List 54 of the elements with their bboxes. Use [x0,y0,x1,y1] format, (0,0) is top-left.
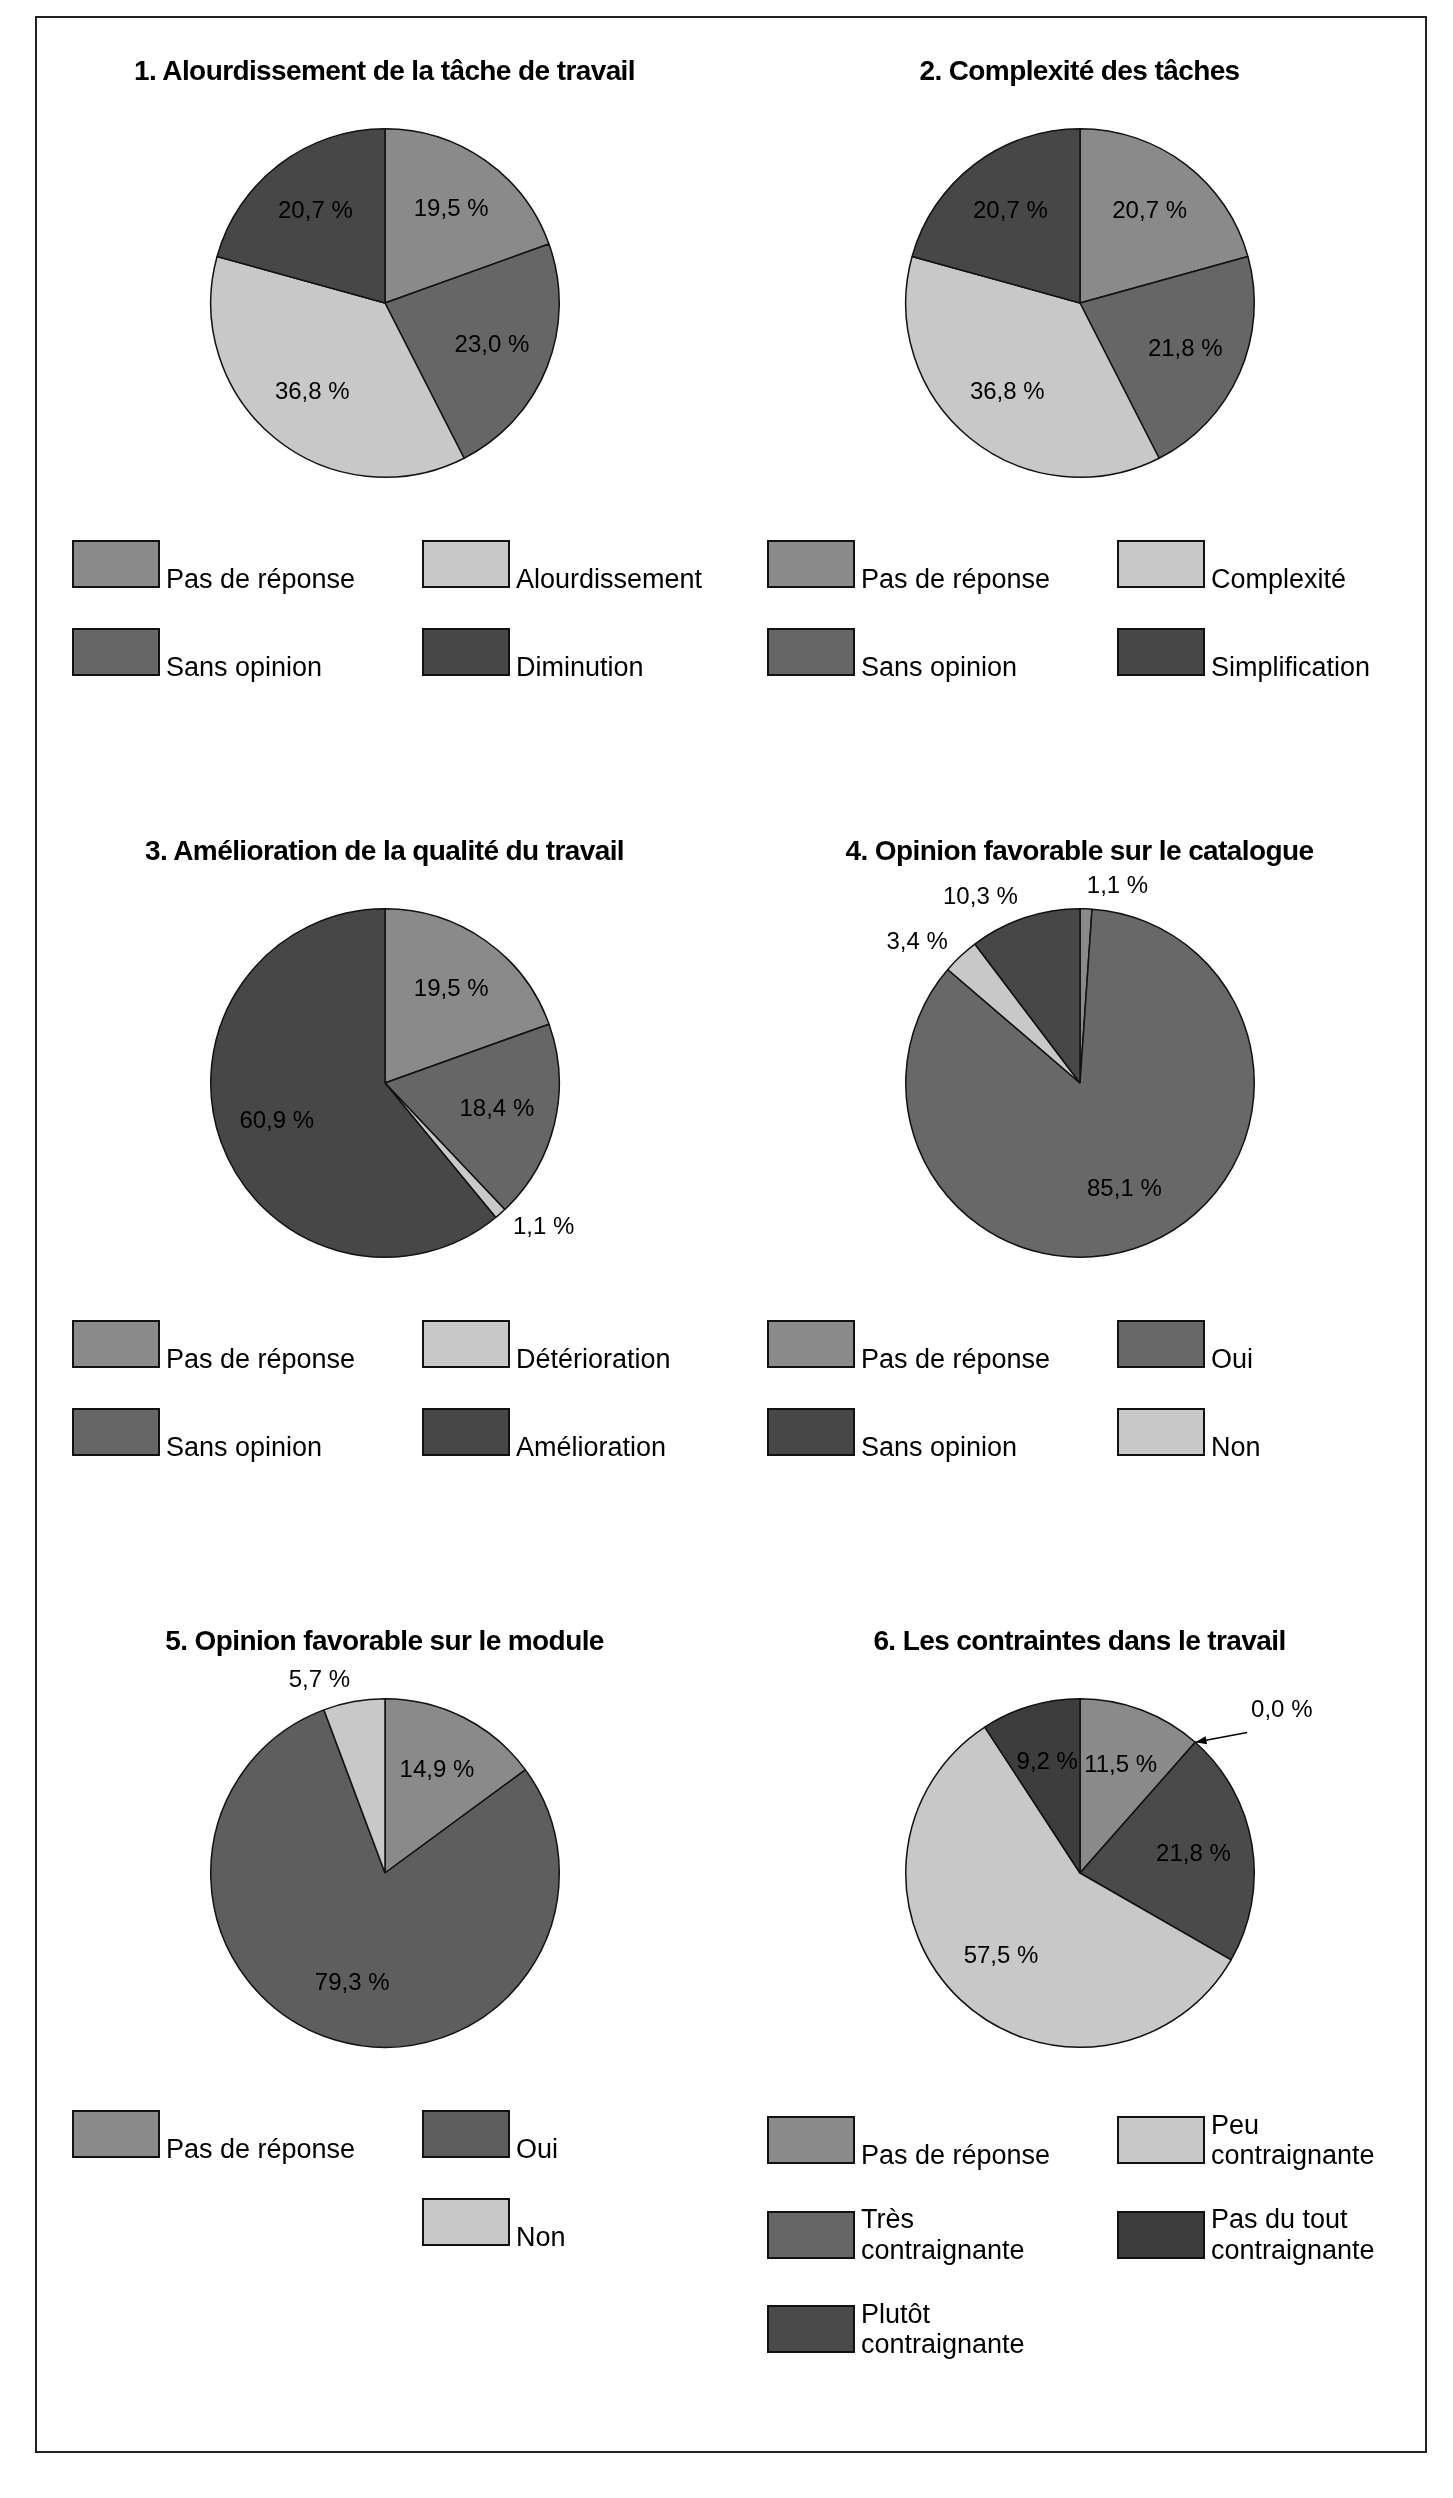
text: 0,0 % [1250,1695,1312,1723]
legend-label: Pas de réponse [166,1343,356,1374]
data-label: 79,3 % [314,1967,390,1995]
legend-label: Pas de réponse [861,563,1051,594]
legend-label: Alourdissement [516,563,703,594]
legend-label: Pas de réponse [861,1343,1051,1374]
legend-label: Sans opinion [861,1431,1018,1462]
legend-label: Simplification [1211,651,1371,682]
data-label: 14,9 % [399,1755,474,1783]
chart-title: 2. Complexité des tâches [919,54,1240,88]
legend-label: Pas de réponse [861,2140,1051,2171]
data-label: 60,9 % [238,1106,314,1134]
legend-label: Sans opinion [166,651,323,682]
legend-label: Pas de réponse [166,2133,356,2164]
chart-title: 1. Alourdissement de la tâche de travail [134,54,635,88]
legend-label: Pas du tout contraignante [1211,2204,1376,2265]
data-label: 21,8 % [1147,333,1223,361]
legend-label: Pas de réponse [166,563,356,594]
legend-label: Diminution [516,651,644,682]
data-label: 1,1 % [1086,871,1148,899]
data-label: 20,7 % [1111,196,1187,224]
legend-label: Sans opinion [861,651,1018,682]
chart-title: 5. Opinion favorable sur le module [165,1624,604,1658]
data-label: 36,8 % [969,376,1045,404]
data-label: 20,7 % [972,196,1048,224]
data-label: 1,1 % [512,1212,574,1240]
chart-title: 6. Les contraintes dans le travail [873,1624,1286,1658]
legend-label: Très contraignante [861,2204,1026,2265]
data-label: 19,5 % [413,193,488,221]
data-label: 36,8 % [274,376,350,404]
legend-label: Amélioration [516,1431,667,1462]
data-label: 23,0 % [454,329,529,357]
legend-label: Oui [516,2133,559,2164]
data-label: 20,7 % [277,196,353,224]
data-label: 21,8 % [1155,1838,1231,1866]
data-label: 9,2 % [1016,1747,1078,1775]
chart-title: 4. Opinion favorable sur le catalogue [845,834,1314,868]
data-label: 57,5 % [963,1941,1038,1969]
data-label: 5,7 % [288,1664,350,1692]
chart-title: 3. Amélioration de la qualité du travail [144,834,625,868]
legend-label: Non [1211,1431,1261,1462]
data-label: 18,4 % [459,1094,534,1122]
data-label: 85,1 % [1086,1173,1162,1201]
data-label: 19,5 % [413,973,489,1001]
legend-label: Peu contraignante [1211,2110,1376,2171]
data-label: 10,3 % [942,882,1018,910]
legend-label: Détérioration [516,1343,671,1374]
legend-label: Non [516,2221,566,2252]
data-label: 3,4 % [885,927,948,955]
legend-label: Plutôt contraignante [861,2298,1026,2360]
legend-label: Oui [1211,1343,1254,1374]
legend-label: Complexité [1211,563,1347,594]
legend-label: Sans opinion [166,1431,323,1462]
data-label: 11,5 % [1083,1750,1157,1778]
